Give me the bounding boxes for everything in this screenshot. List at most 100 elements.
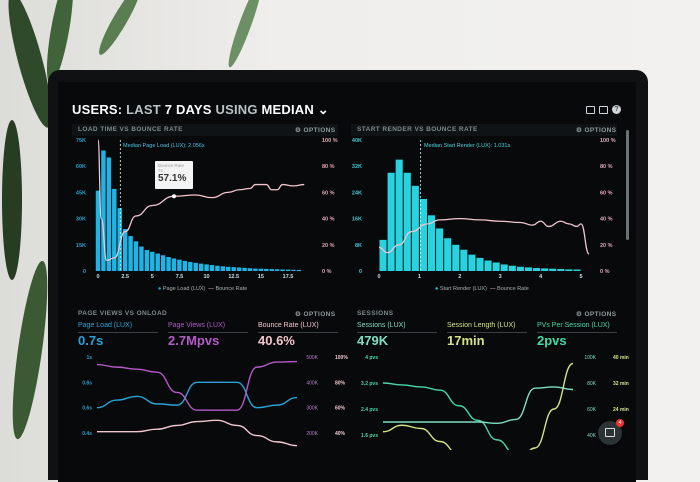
legend-dot-icon: ● xyxy=(158,286,162,292)
legend-dot-icon: ● xyxy=(435,286,439,292)
y-tick-label: 15K xyxy=(76,243,86,249)
y2-tick-label: 0 % xyxy=(322,269,332,275)
y-tick-label: 0.8s xyxy=(82,380,92,386)
y-tick-label: 16K xyxy=(352,217,362,223)
series-line-session-length-lux- xyxy=(382,362,574,450)
histogram-bar xyxy=(484,260,492,271)
metric-page-views: Page Views (LUX) 2.7Mpvs xyxy=(168,322,248,348)
histogram-bar xyxy=(106,157,112,271)
histogram-bar xyxy=(395,159,403,271)
histogram-bar xyxy=(160,255,166,271)
legend-item[interactable]: Start Render (LUX) xyxy=(439,286,487,292)
title-range: LAST xyxy=(126,102,161,117)
title-days: 7 DAYS xyxy=(164,102,212,117)
histogram-bar xyxy=(444,238,452,271)
y-tick-label: 2.4 pvs xyxy=(361,407,378,413)
y2-tick-label: 80K xyxy=(587,381,597,387)
options-button[interactable]: ⚙ OPTIONS xyxy=(576,311,617,318)
y-tick-label: 0.6s xyxy=(82,406,92,412)
options-label: OPTIONS xyxy=(303,311,336,318)
series-line-page-views-lux- xyxy=(96,360,298,411)
x-tick-label: 12.5 xyxy=(228,274,239,280)
series-line-bounce-rate-lux- xyxy=(97,419,298,447)
y-tick-label: 3.2 pvs xyxy=(361,381,378,387)
histogram-bar xyxy=(452,244,460,271)
histogram-bar xyxy=(177,259,182,271)
metric-value: 40.6% xyxy=(258,333,295,348)
x-tick-label: 0 xyxy=(377,274,380,280)
y2-tick-label: 100K xyxy=(584,355,596,361)
scrollbar[interactable] xyxy=(626,130,629,240)
page-title[interactable]: USERS: LAST 7 DAYS USING MEDIAN ⌄ xyxy=(72,102,329,118)
y3-tick-label: 40 min xyxy=(613,355,629,361)
chevron-down-icon[interactable]: ⌄ xyxy=(317,102,329,117)
y2-tick-label: 100 % xyxy=(600,138,616,144)
x-tick-label: 15 xyxy=(258,274,264,280)
histogram-bar xyxy=(291,269,296,271)
metric-session-length: Session Length (LUX) 17min xyxy=(447,322,527,348)
histogram-bar xyxy=(112,188,117,271)
series-line-page-load-lux- xyxy=(96,381,298,409)
histogram-bar xyxy=(247,268,253,271)
bounce-rate-line xyxy=(378,217,590,255)
y2-tick-label: 40 % xyxy=(600,217,613,223)
panel-load-time xyxy=(72,124,338,136)
metric-bounce-rate: Bounce Rate (LUX) 40.6% xyxy=(258,322,338,348)
monitor-icon[interactable] xyxy=(586,106,595,114)
y-tick-label: 0 xyxy=(83,269,86,275)
metric-value: 2pvs xyxy=(537,333,567,348)
histogram-bar xyxy=(144,250,150,271)
y-tick-label: 30K xyxy=(76,217,86,223)
histogram-bar xyxy=(236,267,242,271)
tooltip-label: Bounce Rate xyxy=(158,163,185,168)
histogram-bar xyxy=(198,263,204,271)
y3-tick-label: 24 min xyxy=(613,407,629,413)
image-icon[interactable] xyxy=(599,106,608,114)
histogram-bar xyxy=(139,246,144,271)
y2-tick-label: 0 % xyxy=(600,269,610,275)
series-line-sessions-lux- xyxy=(382,386,574,425)
y2-tick-label: 40 % xyxy=(322,217,335,223)
tooltip-value: 57.1% xyxy=(158,173,187,184)
histogram-bar xyxy=(411,185,419,271)
y2-tick-label: 60 % xyxy=(322,190,335,196)
histogram-bar xyxy=(171,258,177,271)
histogram-bar xyxy=(264,268,269,271)
histogram-bar xyxy=(541,268,549,271)
histogram-bar xyxy=(128,236,133,271)
y2-tick-label: 60K xyxy=(587,407,597,413)
options-button[interactable]: ⚙ OPTIONS xyxy=(295,311,336,318)
histogram-bar xyxy=(220,266,226,271)
plant-leaves-background xyxy=(2,0,262,440)
y-tick-label: 1s xyxy=(86,355,92,361)
histogram-bar xyxy=(524,267,533,271)
y2-tick-label: 500K xyxy=(306,355,318,361)
title-prefix: USERS: xyxy=(72,102,123,117)
histogram-bar xyxy=(258,268,264,271)
histogram-bar xyxy=(285,269,291,271)
panel-title: SESSIONS xyxy=(357,310,394,317)
histogram-bar xyxy=(296,269,302,271)
options-label: OPTIONS xyxy=(584,127,617,134)
legend-item[interactable]: Bounce Rate xyxy=(497,286,529,292)
histogram-bar xyxy=(166,257,171,271)
options-button[interactable]: ⚙ OPTIONS xyxy=(576,127,617,134)
y2-tick-label: 60 % xyxy=(600,190,613,196)
metric-value: 0.7s xyxy=(78,333,104,348)
histogram-bar xyxy=(204,264,209,271)
x-tick-label: 5 xyxy=(151,274,154,280)
y2-tick-label: 80 % xyxy=(600,164,613,170)
histogram-bar xyxy=(403,172,411,271)
options-button[interactable]: ⚙ OPTIONS xyxy=(295,127,336,134)
histogram-bar xyxy=(231,267,236,271)
x-tick-label: 0 xyxy=(96,274,99,280)
legend-item[interactable]: Bounce Rate xyxy=(215,286,248,292)
y-tick-label: 24K xyxy=(352,190,362,196)
metric-label: Session Length (LUX) xyxy=(447,322,527,333)
chat-badge: 4 xyxy=(616,419,624,427)
tooltip-sub: 7s xyxy=(158,168,163,173)
help-icon[interactable]: ? xyxy=(612,105,621,114)
y3-tick-label: 40% xyxy=(335,431,346,437)
legend-item[interactable]: Page Load (LUX) xyxy=(162,286,206,292)
histogram-bar xyxy=(122,229,128,271)
